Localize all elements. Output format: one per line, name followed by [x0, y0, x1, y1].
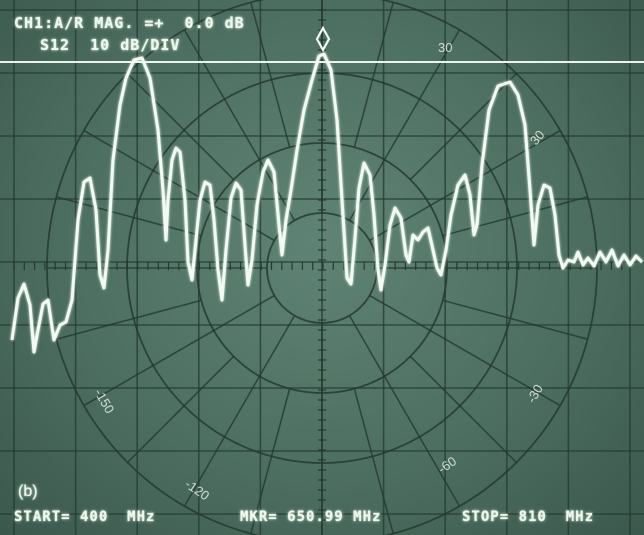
polar-spoke: [251, 2, 290, 147]
marker-frequency: MKR= 650.99 MHz: [240, 509, 381, 525]
stop-frequency: STOP= 810 MHz: [462, 509, 594, 525]
polar-label: -120: [182, 476, 212, 503]
polar-label: 30: [527, 127, 548, 148]
polar-spoke: [354, 2, 393, 147]
polar-spoke: [350, 30, 460, 221]
polar-spoke: [410, 74, 516, 180]
marker-diamond-icon: [317, 28, 329, 50]
scale-header: S12 10 dB/DIV: [40, 36, 180, 54]
polar-spoke: [56, 300, 201, 339]
polar-spoke: [84, 296, 275, 406]
channel-header: CH1:A/R MAG. =+ 0.0 dB: [14, 14, 245, 32]
polar-label: -30: [524, 382, 546, 406]
trace-s12: [12, 54, 642, 352]
polar-label: -150: [91, 386, 117, 416]
polar-spoke: [410, 356, 516, 462]
polar-label: 30: [438, 40, 452, 55]
polar-spoke: [350, 316, 460, 507]
polar-spoke: [443, 197, 588, 236]
start-frequency: START= 400 MHz: [14, 509, 155, 525]
polar-spoke: [185, 316, 295, 507]
polar-spoke: [443, 300, 588, 339]
polar-label: -60: [435, 453, 459, 476]
polar-spoke: [128, 356, 234, 462]
panel-label: (b): [18, 483, 38, 501]
